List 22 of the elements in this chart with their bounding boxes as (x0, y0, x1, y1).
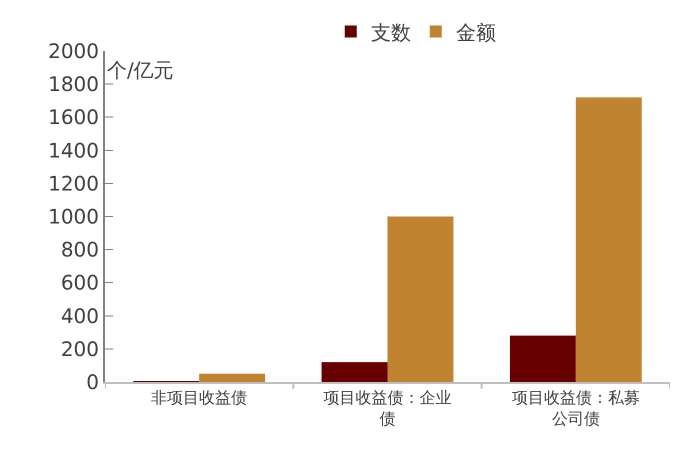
x-tick-label: 项目收益债：企业债 (324, 388, 452, 428)
y-tick-label: 1800 (48, 72, 99, 96)
legend-label: 支数 (370, 20, 411, 44)
y-tick-label: 1200 (48, 171, 99, 196)
y-tick-label: 2000 (48, 39, 99, 63)
bar (576, 97, 642, 382)
y-tick-label: 400 (60, 304, 99, 328)
bar (388, 216, 454, 382)
bar (322, 362, 388, 382)
legend-label: 金额 (456, 20, 496, 44)
bar (199, 374, 266, 382)
x-tick-label: 项目收益债：私募公司债 (512, 388, 640, 428)
y-tick-label: 1400 (48, 138, 99, 162)
bar (510, 336, 576, 382)
y-tick-label: 200 (60, 336, 99, 361)
y-tick-label: 600 (60, 270, 99, 295)
y-tick-label: 0 (86, 370, 99, 394)
x-tick-label: 非项目收益债 (151, 388, 248, 408)
y-tick-label: 1600 (48, 105, 99, 130)
y-tick-label: 1000 (48, 204, 99, 228)
y-axis-title: 个/亿元 (107, 58, 174, 82)
y-tick-label: 800 (60, 238, 99, 262)
